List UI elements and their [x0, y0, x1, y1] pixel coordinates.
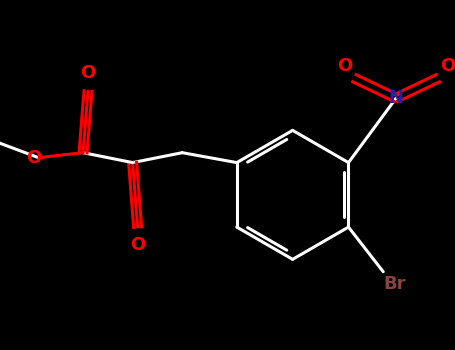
Text: N: N [389, 89, 404, 107]
Text: O: O [26, 149, 41, 167]
Text: O: O [130, 236, 145, 254]
Text: O: O [81, 64, 96, 82]
Text: Br: Br [384, 275, 406, 293]
Text: O: O [440, 57, 455, 75]
Text: O: O [337, 57, 352, 75]
